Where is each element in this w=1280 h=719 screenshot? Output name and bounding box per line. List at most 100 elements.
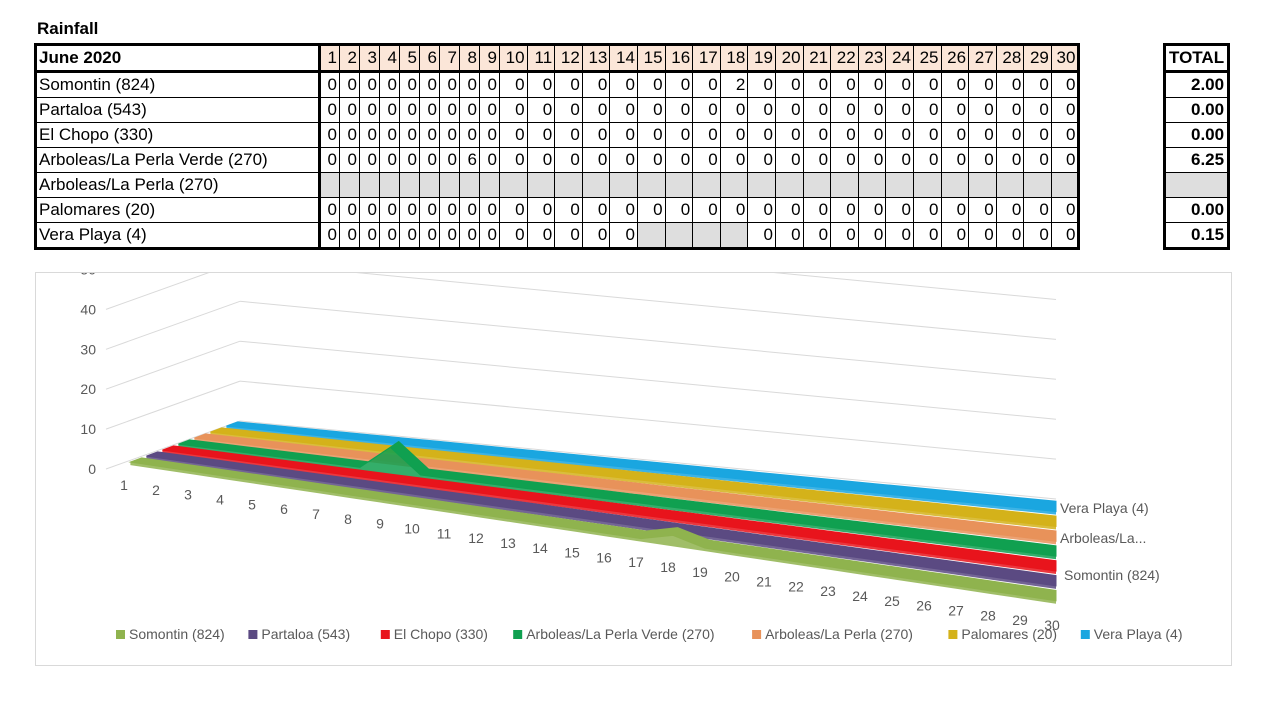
x-tick-label: 12 — [468, 530, 484, 546]
empty-cell — [747, 172, 776, 198]
y-tick-label: 10 — [80, 421, 96, 437]
gridline — [239, 300, 1057, 380]
empty-cell — [664, 172, 694, 198]
table-row: Vera Playa (4) 0 0 0 0 0 0 0 0 0 0 0 0 0 0 0 0 0 0 0 0 0 0 0 0 0 0 — [35, 222, 1080, 249]
total-cell: 0.15 — [1163, 222, 1230, 249]
day-header: 17 — [692, 44, 721, 73]
day-header: 9 — [479, 44, 500, 73]
y-tick-label: 20 — [80, 381, 96, 397]
legend-label: El Chopo (330) — [394, 626, 488, 642]
empty-cell — [692, 172, 721, 198]
rain-value-cell: 0 — [439, 147, 460, 173]
rain-value-cell: 0 — [479, 71, 500, 98]
day-header: 18 — [719, 44, 749, 73]
series-face — [162, 450, 1056, 575]
empty-cell — [802, 172, 832, 198]
rain-value-cell: 0 — [399, 147, 420, 173]
day-header: 24 — [885, 44, 914, 73]
rain-value-cell: 0 — [885, 147, 914, 173]
rain-value-cell: 0 — [419, 122, 440, 148]
rain-value-cell: 0 — [399, 97, 420, 123]
location-cell: Vera Playa (4) — [35, 222, 321, 249]
x-tick-label: 10 — [404, 520, 420, 536]
rain-value-cell: 0 — [499, 197, 528, 223]
rain-value-cell: 0 — [554, 122, 583, 148]
rain-value-cell: 0 — [609, 222, 638, 249]
rain-value-cell: 0 — [319, 97, 340, 123]
rain-value-cell: 0 — [499, 222, 528, 249]
rain-value-cell: 0 — [439, 197, 460, 223]
location-cell: Somontin (824) — [35, 71, 321, 98]
rain-value-cell: 0 — [339, 197, 360, 223]
rain-value-cell: 0 — [439, 71, 460, 98]
legend-swatch — [380, 630, 390, 639]
rain-value-cell: 0 — [1023, 197, 1052, 223]
rain-value-cell: 2 — [719, 71, 749, 98]
rain-value-cell: 0 — [692, 97, 721, 123]
gridline — [239, 420, 1057, 500]
x-tick-label: 2 — [152, 482, 160, 498]
rain-value-cell: 0 — [339, 97, 360, 123]
rain-value-cell: 0 — [664, 197, 694, 223]
rain-value-cell: 0 — [802, 197, 832, 223]
rain-value-cell: 0 — [339, 71, 360, 98]
empty-cell — [439, 172, 460, 198]
rain-value-cell: 0 — [1023, 147, 1052, 173]
rain-value-cell: 0 — [830, 71, 859, 98]
rain-value-cell: 0 — [609, 197, 638, 223]
rain-value-cell: 0 — [968, 122, 997, 148]
rain-value-cell: 0 — [499, 71, 528, 98]
location-cell: Palomares (20) — [35, 197, 321, 223]
rain-value-cell: 0 — [581, 122, 611, 148]
x-tick-label: 21 — [756, 574, 772, 590]
rain-value-cell: 0 — [499, 147, 528, 173]
rain-value-cell: 0 — [830, 197, 859, 223]
day-header: 28 — [995, 44, 1025, 73]
rain-value-cell: 0 — [636, 71, 666, 98]
rainfall-chart: 0102030405060701234567891011121314151617… — [35, 141, 1232, 666]
day-header: 25 — [912, 44, 942, 73]
x-tick-label: 20 — [724, 569, 740, 585]
rain-value-cell: 0 — [609, 71, 638, 98]
rain-value-cell: 0 — [459, 122, 480, 148]
gridline — [239, 221, 1057, 300]
x-tick-label: 25 — [884, 593, 900, 609]
rain-value-cell: 0 — [526, 147, 556, 173]
empty-cell — [479, 172, 500, 198]
depth-axis-label: Vera Playa (4) — [1060, 500, 1149, 516]
day-header: 26 — [940, 44, 970, 73]
rain-value-cell: 0 — [940, 71, 970, 98]
rain-value-cell: 0 — [379, 147, 400, 173]
rain-value-cell: 0 — [802, 122, 832, 148]
rain-value-cell: 0 — [747, 97, 776, 123]
day-header: 12 — [554, 44, 583, 73]
empty-cell — [636, 222, 666, 249]
rain-value-cell: 0 — [857, 97, 887, 123]
series-face — [226, 426, 1056, 515]
rain-value-cell: 0 — [339, 222, 360, 249]
x-tick-label: 17 — [628, 554, 644, 570]
series-face — [210, 432, 1056, 530]
x-tick-label: 30 — [1044, 617, 1060, 633]
x-tick-label: 11 — [437, 525, 452, 541]
table-month-header: June 2020 — [35, 44, 321, 73]
rain-value-cell: 0 — [636, 122, 666, 148]
rain-value-cell: 0 — [830, 122, 859, 148]
empty-cell — [1050, 172, 1080, 198]
rain-value-cell: 0 — [636, 147, 666, 173]
x-tick-label: 26 — [916, 598, 932, 614]
rain-value-cell: 0 — [439, 122, 460, 148]
rain-value-cell: 0 — [399, 71, 420, 98]
rain-value-cell: 0 — [526, 71, 556, 98]
x-tick-label: 19 — [692, 564, 708, 580]
rain-value-cell: 0 — [439, 97, 460, 123]
empty-cell — [609, 172, 638, 198]
rain-value-cell: 0 — [719, 97, 749, 123]
day-header: 23 — [857, 44, 887, 73]
gridline — [105, 260, 241, 310]
empty-cell — [554, 172, 583, 198]
rain-value-cell: 0 — [339, 147, 360, 173]
rain-value-cell: 0 — [459, 97, 480, 123]
rain-value-cell: 0 — [692, 71, 721, 98]
x-tick-label: 7 — [312, 506, 320, 522]
